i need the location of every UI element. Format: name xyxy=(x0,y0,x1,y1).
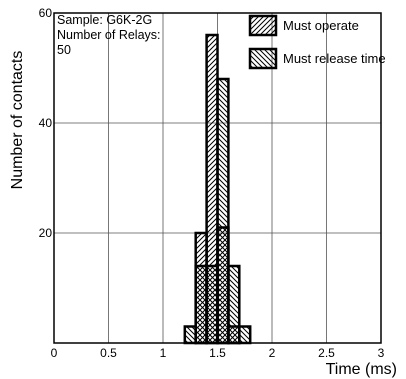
y-axis-title: Number of contacts xyxy=(9,51,26,190)
annotation-line-relays: Number of Relays: xyxy=(57,28,161,42)
operate-bar xyxy=(205,33,219,345)
y-tick-label: 60 xyxy=(39,6,53,20)
x-tick-label: 1 xyxy=(160,346,167,360)
plot-frame xyxy=(53,12,382,344)
sample-annotation: Sample: G6K-2G Number of Relays: 50 xyxy=(57,13,161,57)
legend-swatch-operate xyxy=(248,14,278,37)
y-tick-labels: 20 40 60 xyxy=(39,6,53,240)
x-tick-label: 0 xyxy=(51,346,58,360)
legend: Must operate Must release time xyxy=(248,14,386,70)
x-tick-label: 1.5 xyxy=(209,346,226,360)
legend-label-operate: Must operate xyxy=(283,18,359,33)
x-axis-title: Time (ms) xyxy=(326,361,397,378)
x-tick-labels: 0 0.5 1 1.5 2 2.5 3 xyxy=(51,346,385,360)
x-tick-label: 2 xyxy=(269,346,276,360)
annotation-line-sample: Sample: G6K-2G xyxy=(57,13,152,27)
legend-swatch-release xyxy=(248,47,278,70)
legend-label-release: Must release time xyxy=(283,51,386,66)
x-tick-label: 3 xyxy=(378,346,385,360)
release-bar xyxy=(238,325,252,345)
annotation-line-count: 50 xyxy=(57,43,71,57)
y-tick-label: 20 xyxy=(39,226,53,240)
x-tick-label: 0.5 xyxy=(100,346,117,360)
release-bar xyxy=(183,325,197,345)
y-tick-label: 40 xyxy=(39,116,53,130)
operate-bar xyxy=(194,231,208,345)
operate-bar xyxy=(216,226,230,345)
x-tick-label: 2.5 xyxy=(318,346,335,360)
operate-bar xyxy=(227,325,241,345)
